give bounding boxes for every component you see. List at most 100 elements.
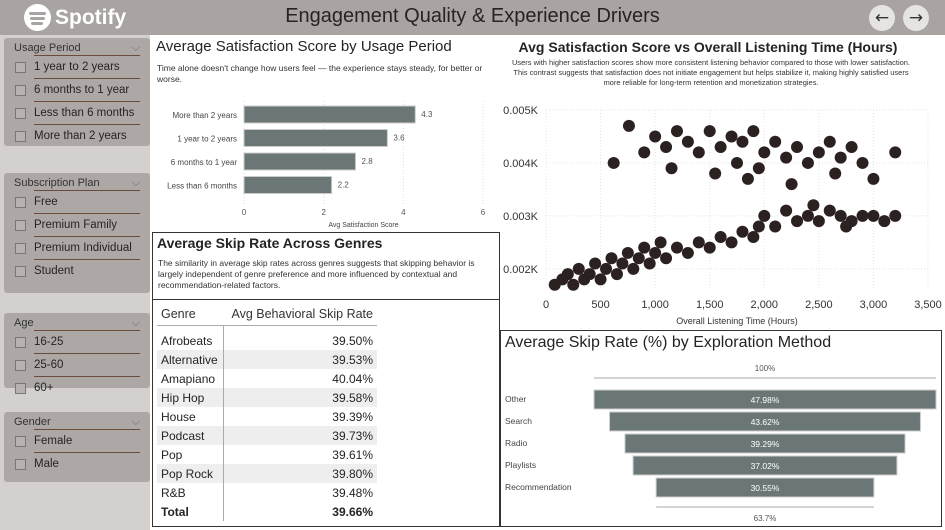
x-axis-title: Overall Listening Time (Hours) [676,316,798,326]
option-label: 6 months to 1 year [34,84,130,96]
data-point [780,204,793,217]
table-row[interactable]: Amapiano 40.04% [157,369,377,388]
filter-title: Age [14,317,34,329]
genre-table: Genre Avg Behavioral Skip Rate Afrobeats 3… [157,303,377,521]
total-row: Total 39.66% [157,502,377,521]
table-row[interactable]: Podcast 39.73% [157,426,377,445]
option-label: Free [34,196,58,208]
data-point [572,262,585,275]
data-point [856,156,869,169]
data-point [621,246,634,259]
filter-option[interactable]: Female [15,429,140,452]
filter-option[interactable]: 60+ [15,376,140,399]
filter-panel-gender: Gender ⌵ Female Male [4,412,150,482]
x-tick-label: 2,500 [805,299,833,311]
data-point [567,278,580,291]
chart-title: Avg Satisfaction Score vs Overall Listen… [518,39,898,55]
checkbox[interactable] [15,435,26,447]
data-point [725,130,738,143]
data-point [834,151,847,164]
option-label: Male [34,458,59,470]
data-point [627,262,640,275]
filter-option[interactable]: 6 months to 1 year [15,78,140,101]
table-row[interactable]: House 39.39% [157,407,377,426]
x-tick-label: 2,000 [751,299,779,311]
data-point [758,146,771,159]
filter-header[interactable]: Subscription Plan ⌵ [14,177,140,190]
filter-option[interactable]: 16-25 [15,330,140,353]
checkbox[interactable] [15,458,26,470]
checkbox[interactable] [15,382,26,394]
filter-option[interactable]: Premium Individual [15,236,140,259]
column-header-genre[interactable]: Genre [161,306,196,321]
filter-option[interactable]: More than 2 years [15,124,140,147]
checkbox[interactable] [15,359,26,371]
data-point [878,215,891,228]
back-button[interactable]: ← [869,5,895,31]
filter-option[interactable]: 1 year to 2 years [15,55,140,78]
option-label: More than 2 years [34,130,127,142]
data-point [703,125,716,138]
chart-subtitle: Time alone doesn't change how users feel… [157,63,483,84]
data-label: 2.8 [362,157,374,166]
table-row[interactable]: Hip Hop 39.58% [157,388,377,407]
genre-cell: Alternative [157,350,225,369]
table-row[interactable]: Alternative 39.53% [157,350,377,369]
option-label: Female [34,435,73,447]
data-point [736,225,749,238]
checkbox[interactable] [15,242,26,254]
data-point [747,231,760,244]
table-row[interactable]: Pop Rock 39.80% [157,464,377,483]
data-point [681,135,694,148]
checkbox[interactable] [15,219,26,231]
filter-option[interactable]: Student [15,259,140,282]
column-header-skip-rate[interactable]: Avg Behavioral Skip Rate [231,306,373,321]
filter-option[interactable]: 25-60 [15,353,140,376]
data-point [807,199,820,212]
data-point [660,141,673,154]
x-tick-label: 4 [401,208,406,217]
data-point [752,220,765,233]
checkbox[interactable] [15,130,26,142]
filter-option[interactable]: Premium Family [15,213,140,236]
chevron-down-icon[interactable]: ⌵ [131,317,140,329]
data-point [649,130,662,143]
data-label: 2.2 [338,181,350,190]
filter-option[interactable]: Less than 6 months [15,101,140,124]
data-point [780,151,793,164]
checkbox[interactable] [15,84,26,96]
funnel-bar [609,411,921,432]
checkbox[interactable] [15,196,26,208]
genre-cell: Pop [157,445,225,464]
filter-option[interactable]: Male [15,452,140,475]
data-point [654,236,667,249]
data-point [649,246,662,259]
forward-button[interactable]: → [903,5,929,31]
filter-option[interactable]: Free [15,190,140,213]
filter-header[interactable]: Gender ⌵ [14,416,140,429]
checkbox[interactable] [15,336,26,348]
scatter-plot: 0.002K 0.003K 0.004K 0.005K 0 500 1,000 1,500 2,… [503,105,942,326]
x-tick-label: 1,000 [641,299,669,311]
data-point [665,162,678,175]
data-point [594,273,607,286]
table-row[interactable]: Afrobeats 39.50% [157,331,377,350]
chart-title: Average Skip Rate (%) by Exploration Met… [505,334,832,351]
total-label: Total [157,502,225,521]
filter-header[interactable]: Usage Period ⌵ [14,42,140,55]
chevron-down-icon[interactable]: ⌵ [131,416,140,428]
chevron-down-icon[interactable]: ⌵ [131,42,140,54]
table-row[interactable]: Pop 39.61% [157,445,377,464]
option-label: 25-60 [34,359,64,371]
funnel-bar [624,433,906,454]
checkbox[interactable] [15,107,26,119]
checkbox[interactable] [15,61,26,73]
skip-rate-cell: 39.58% [332,390,373,405]
data-point [643,257,656,270]
chevron-down-icon[interactable]: ⌵ [131,177,140,189]
checkbox[interactable] [15,265,26,277]
bar [243,152,357,171]
table-row[interactable]: R&B 39.48% [157,483,377,502]
filter-header[interactable]: Age ⌵ [14,317,140,330]
bar [243,129,388,147]
